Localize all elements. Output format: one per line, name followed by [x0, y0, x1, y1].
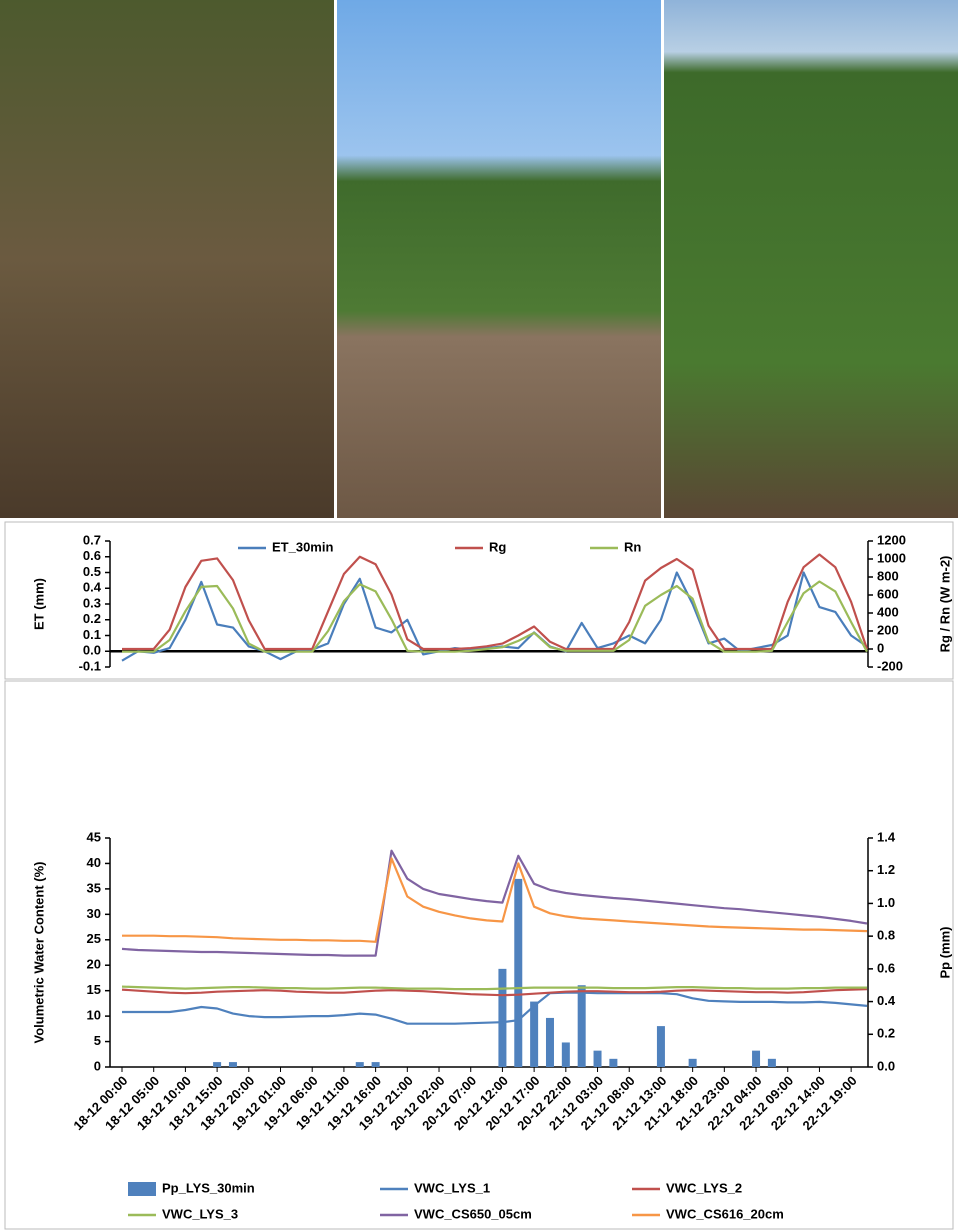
y-tick-label: 0.7 — [83, 532, 101, 547]
bar — [656, 1026, 665, 1067]
chart-frame — [4, 521, 954, 680]
y-tick-label: 0.2 — [83, 611, 101, 626]
bar — [593, 1050, 602, 1067]
y-tick-label: 0 — [94, 1058, 101, 1073]
y2-tick-label: 0.4 — [877, 993, 896, 1008]
y-tick-label: 0.5 — [83, 564, 101, 579]
bar — [752, 1050, 761, 1067]
line — [121, 849, 868, 957]
y2-tick-label: 1.4 — [877, 829, 896, 844]
y2-tick-label: 0.0 — [877, 1058, 895, 1073]
y2-tick-label: 0.6 — [877, 960, 895, 975]
legend-label: VWC_LYS_1 — [414, 1180, 490, 1195]
y-tick-label: 25 — [87, 931, 101, 946]
line — [122, 991, 868, 1025]
legend-label: VWC_CS616_20cm — [666, 1206, 784, 1221]
y2-tick-label: 200 — [877, 622, 899, 637]
y-tick-label: 10 — [87, 1008, 101, 1023]
bar — [577, 985, 586, 1067]
line — [121, 985, 867, 991]
y2-tick-label: 1.2 — [877, 862, 895, 877]
legend-label: VWC_LYS_2 — [666, 1180, 742, 1195]
y2-tick-label: 1000 — [877, 550, 906, 565]
y-tick-label: -0.1 — [79, 658, 101, 673]
legend-label: Pp_LYS_30min — [162, 1180, 255, 1195]
y2-tick-label: -200 — [877, 658, 903, 673]
line — [122, 553, 869, 651]
y-tick-label: 20 — [87, 957, 101, 972]
y-tick-label: 40 — [87, 855, 101, 870]
y-axis-title: Volumetric Water Content (%) — [31, 861, 46, 1043]
bar — [213, 1062, 222, 1067]
line — [121, 988, 868, 997]
line — [122, 580, 868, 653]
legend-swatch — [128, 1182, 156, 1196]
bar — [498, 968, 507, 1067]
bar — [530, 1001, 539, 1067]
y-tick-label: 15 — [87, 982, 101, 997]
chart-frame — [4, 680, 954, 1230]
photo — [664, 0, 958, 518]
y2-tick-label: 600 — [877, 586, 899, 601]
y2-tick-label: 0.2 — [877, 1026, 895, 1041]
y-tick-label: 0.1 — [83, 627, 101, 642]
y-tick-label: 0.6 — [83, 548, 101, 563]
y2-tick-label: 0.8 — [877, 928, 895, 943]
y-tick-label: 35 — [87, 880, 101, 895]
bar — [767, 1058, 776, 1067]
bar — [561, 1042, 570, 1067]
y-tick-label: 45 — [87, 829, 101, 844]
y-tick-label: 30 — [87, 906, 101, 921]
legend-label: Rn — [624, 539, 641, 554]
photo — [0, 0, 334, 518]
y-tick-label: 0.0 — [83, 643, 101, 658]
bar — [609, 1058, 618, 1067]
y2-axis-title: Rg / Rn (W m-2) — [937, 556, 952, 653]
bar — [371, 1062, 380, 1067]
bar — [545, 1017, 554, 1067]
legend-label: VWC_LYS_3 — [162, 1206, 238, 1221]
bar — [355, 1062, 364, 1067]
y2-axis-title: Pp (mm) — [937, 927, 952, 979]
y2-tick-label: 400 — [877, 604, 899, 619]
bar — [688, 1058, 697, 1067]
y-tick-label: 0.3 — [83, 595, 101, 610]
legend-label: ET_30min — [272, 539, 333, 554]
legend-label: VWC_CS650_05cm — [414, 1206, 532, 1221]
bar — [514, 878, 523, 1067]
y2-tick-label: 800 — [877, 568, 899, 583]
y-tick-label: 0.4 — [83, 580, 102, 595]
y2-tick-label: 1200 — [877, 532, 906, 547]
y2-tick-label: 0 — [877, 640, 884, 655]
photo — [337, 0, 661, 518]
line — [122, 857, 868, 943]
y-tick-label: 5 — [94, 1033, 101, 1048]
y-axis-title: ET (mm) — [31, 578, 46, 630]
bar — [228, 1062, 237, 1067]
y2-tick-label: 1.0 — [877, 895, 895, 910]
legend-label: Rg — [489, 539, 506, 554]
